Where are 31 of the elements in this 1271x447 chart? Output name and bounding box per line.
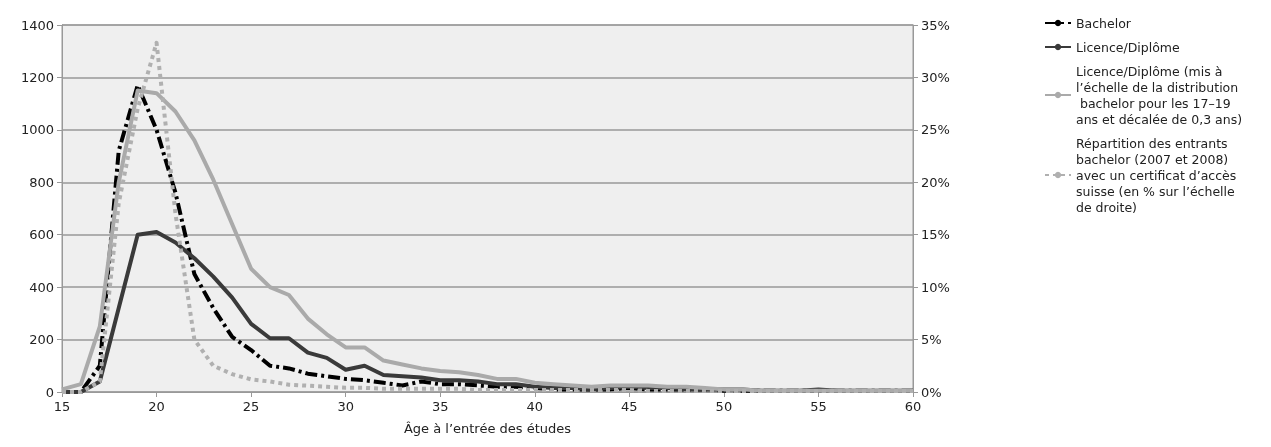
y2-tick-label: 0% — [921, 384, 942, 400]
x-tick-label: 20 — [148, 399, 165, 414]
y2-tick-label: 15% — [921, 227, 950, 243]
x-tick-label: 50 — [715, 399, 733, 414]
y2-tick-label: 10% — [921, 279, 950, 295]
x-tick-label: 15 — [53, 399, 71, 414]
y-tick-label: 800 — [29, 174, 54, 190]
x-axis-title: Âge à l’entrée des études — [403, 421, 572, 436]
x-tick-label: 25 — [242, 399, 260, 414]
y-tick-label: 1200 — [20, 69, 54, 85]
legend-label: Licence/Diplôme (mis à l’échelle de la distribution bachelor pour les 17–19 ans et décalée de 0,3 ans) — [1076, 63, 1243, 127]
x-tick-label: 40 — [526, 399, 544, 414]
y2-tick-label: 25% — [921, 122, 950, 138]
y-tick-label: 600 — [29, 227, 54, 243]
y2-tick-label: 5% — [921, 332, 942, 348]
legend-label: Répartition des entrants bachelor (2007 et 2008) avec un certificat d’accès suisse (en % sur l’échelle de droite) — [1076, 135, 1241, 215]
legend-label: Licence/Diplôme — [1076, 39, 1181, 55]
y2-tick-label: 30% — [921, 69, 950, 85]
y-tick-label: 1400 — [20, 17, 54, 33]
y-tick-label: 0 — [45, 384, 54, 400]
y-tick-label: 1000 — [20, 122, 54, 138]
legend-label: Bachelor — [1076, 15, 1132, 31]
x-tick-label: 30 — [337, 399, 354, 414]
x-tick-label: 55 — [810, 399, 827, 414]
x-tick-label: 45 — [621, 399, 638, 414]
y2-tick-label: 35% — [921, 17, 950, 33]
y-tick-label: 200 — [29, 332, 54, 348]
x-tick-label: 35 — [431, 399, 449, 414]
y-tick-label: 400 — [29, 279, 54, 295]
x-tick-label: 60 — [904, 399, 922, 414]
y2-tick-label: 20% — [921, 174, 950, 190]
